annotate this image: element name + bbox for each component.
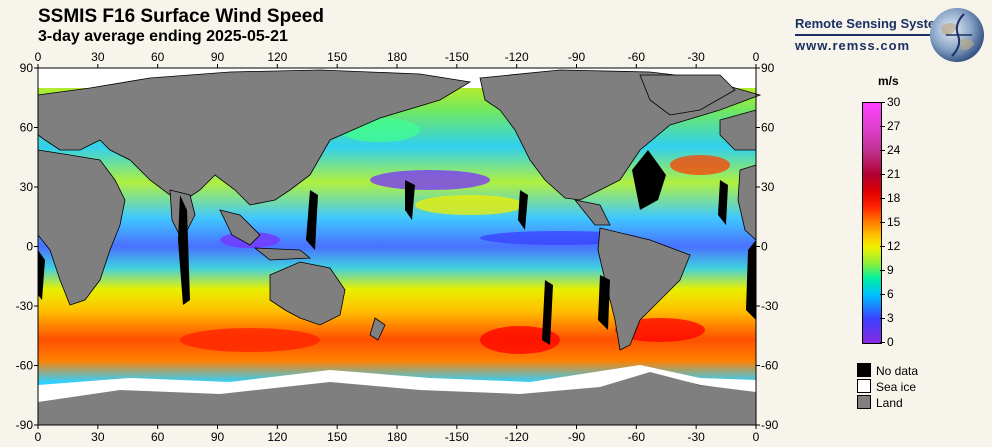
brand-name: Remote Sensing Systems <box>795 16 954 31</box>
colorbar-tick-label: 12 <box>879 239 901 253</box>
latitude-label: 90 <box>761 61 775 75</box>
land-masses <box>37 69 762 426</box>
legend-item: Sea ice <box>857 379 916 394</box>
longitude-label: 180 <box>387 50 407 64</box>
latitude-label: 30 <box>20 180 34 194</box>
longitude-label: 120 <box>267 430 287 444</box>
colorbar-tick-label: 3 <box>880 311 894 325</box>
legend-label: Land <box>876 396 903 410</box>
map-title: SSMIS F16 Surface Wind Speed <box>38 6 324 27</box>
latitude-label: -90 <box>761 418 779 432</box>
legend-swatch <box>857 363 871 377</box>
latitude-label: 60 <box>20 121 34 135</box>
latitude-label: -30 <box>16 299 34 313</box>
latitude-label: 90 <box>20 61 34 75</box>
latitude-label: -60 <box>761 359 779 373</box>
brand-block: Remote Sensing Systems www.remss.com <box>795 16 955 54</box>
longitude-label: -30 <box>687 430 705 444</box>
colorbar-tick-label: 24 <box>879 143 901 157</box>
legend-swatch <box>857 379 871 393</box>
latitude-label: -90 <box>16 418 34 432</box>
longitude-label: -120 <box>505 50 529 64</box>
longitude-label: 150 <box>327 50 347 64</box>
colorbar-tick-label: 6 <box>880 287 894 301</box>
colorbar <box>862 102 882 344</box>
latitude-label: 0 <box>26 240 33 254</box>
longitude-label: -120 <box>505 430 529 444</box>
longitude-label: 90 <box>211 430 225 444</box>
legend-item: Land <box>857 395 903 410</box>
longitude-label: -30 <box>687 50 705 64</box>
longitude-label: 0 <box>35 50 42 64</box>
colorbar-tick-label: 18 <box>879 191 901 205</box>
longitude-label: -150 <box>445 50 469 64</box>
colorbar-tick-label: 9 <box>880 263 894 277</box>
legend-swatch <box>857 395 871 409</box>
longitude-label: 0 <box>35 430 42 444</box>
latitude-label: -60 <box>16 359 34 373</box>
longitude-label: -60 <box>628 50 646 64</box>
brand-divider <box>795 34 951 36</box>
longitude-label: 180 <box>387 430 407 444</box>
colorbar-tick-label: 21 <box>879 167 901 181</box>
antarctic-ice <box>38 365 756 402</box>
longitude-labels-bottom: 0 30 60 90 120 150 180 -150 -120 -90 -60 -30 0 <box>35 425 760 444</box>
colorbar-tick-label: 30 <box>879 95 901 109</box>
longitude-labels-top: 0 30 60 90 120 150 180 -150 -120 -90 -60 -30 0 <box>35 50 760 68</box>
longitude-label: -90 <box>568 430 586 444</box>
globe-logo-icon <box>930 8 984 62</box>
latitude-labels-right: 90 60 30 0 -30 -60 -90 <box>756 61 779 432</box>
latitude-label: -30 <box>761 299 779 313</box>
legend-item: No data <box>857 363 918 378</box>
colorbar-tick-label: 0 <box>880 335 894 349</box>
longitude-label: -150 <box>445 430 469 444</box>
legend-label: No data <box>876 364 919 378</box>
brand-url[interactable]: www.remss.com <box>795 38 911 53</box>
longitude-label: 60 <box>151 50 165 64</box>
longitude-label: 30 <box>91 50 105 64</box>
latitude-labels-left: 90 60 30 0 -30 -60 -90 <box>16 61 38 432</box>
latitude-label: 30 <box>761 180 775 194</box>
longitude-label: 0 <box>753 430 760 444</box>
longitude-label: -60 <box>628 430 646 444</box>
longitude-label: 120 <box>267 50 287 64</box>
legend-label: Sea ice <box>876 380 917 394</box>
colorbar-unit: m/s <box>878 74 899 88</box>
longitude-label: 60 <box>151 430 165 444</box>
map-subtitle: 3-day average ending 2025-05-21 <box>38 28 288 45</box>
longitude-label: 150 <box>327 430 347 444</box>
no-data-swaths <box>38 150 756 345</box>
longitude-label: 90 <box>211 50 225 64</box>
latitude-label: 0 <box>761 240 768 254</box>
latitude-label: 60 <box>761 121 775 135</box>
colorbar-tick-label: 27 <box>879 119 901 133</box>
longitude-label: 0 <box>753 50 760 64</box>
colorbar-tick-label: 15 <box>879 215 901 229</box>
longitude-label: 30 <box>91 430 105 444</box>
longitude-label: -90 <box>568 50 586 64</box>
